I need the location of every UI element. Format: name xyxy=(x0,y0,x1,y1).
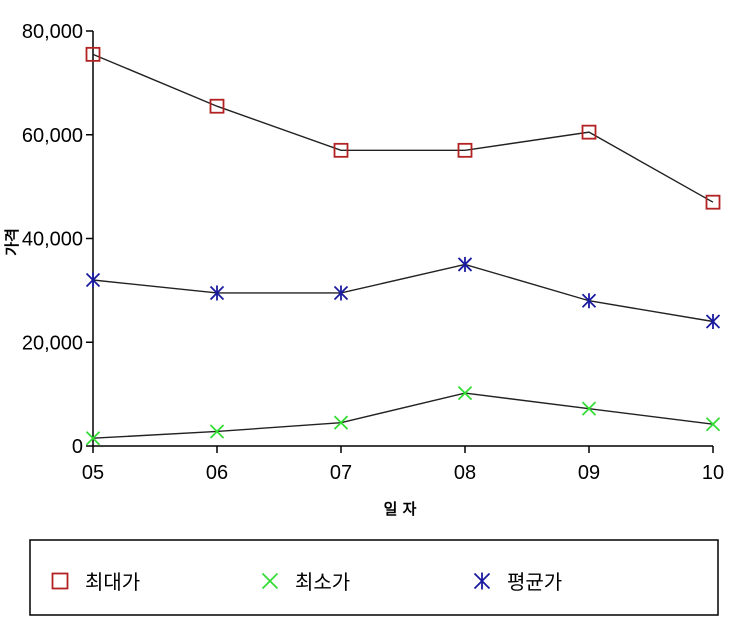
legend-frame xyxy=(29,539,719,616)
data-point xyxy=(457,142,473,158)
data-point xyxy=(705,314,721,329)
data-point-stroke xyxy=(85,431,101,446)
y-tick-label: 80,000 xyxy=(22,21,83,43)
plot-area: 0 20,000 40,000 60,000 80,000 05 06 07 08 09 10 xyxy=(22,21,724,484)
data-point xyxy=(581,293,597,309)
legend-items: 최대가 최소가 평균가 xyxy=(51,570,562,594)
y-tick-label: 20,000 xyxy=(22,332,83,354)
data-point-stroke xyxy=(85,272,101,288)
y-tick-label: 0 xyxy=(72,436,83,458)
legend-marker xyxy=(473,572,491,590)
series-3 xyxy=(85,256,721,329)
x-tick-label: 08 xyxy=(454,462,476,484)
data-point xyxy=(457,256,473,272)
series-line xyxy=(92,53,714,203)
x-ticks: 05 06 07 08 09 10 xyxy=(82,446,724,484)
legend-marker-stroke xyxy=(261,572,279,590)
legend-marker xyxy=(261,572,279,590)
data-point-stroke xyxy=(705,314,721,329)
legend-label: 최소가 xyxy=(295,570,350,594)
legend-label: 최대가 xyxy=(85,570,140,594)
legend-label: 평균가 xyxy=(507,570,562,594)
data-point-stroke xyxy=(209,285,225,301)
data-point-stroke xyxy=(209,424,225,439)
data-point xyxy=(209,98,225,114)
data-point xyxy=(457,385,473,401)
series-line xyxy=(92,263,714,323)
data-point xyxy=(85,46,101,62)
legend: 최대가 최소가 평균가 xyxy=(29,539,719,616)
data-point-stroke xyxy=(333,285,349,301)
legend-item-3: 평균가 xyxy=(473,570,562,594)
data-point-stroke xyxy=(581,401,597,416)
y-tick-label: 60,000 xyxy=(22,125,83,147)
series-1 xyxy=(85,46,721,210)
legend-marker-stroke xyxy=(473,572,491,590)
data-point xyxy=(333,415,349,430)
x-tick-label: 05 xyxy=(82,462,104,484)
data-point-stroke xyxy=(457,257,473,272)
data-point-stroke xyxy=(457,385,473,401)
y-tick-label: 40,000 xyxy=(22,229,83,251)
data-point xyxy=(581,124,597,140)
data-point xyxy=(333,142,349,158)
data-point xyxy=(85,431,101,446)
legend-item-1: 최대가 xyxy=(51,570,140,594)
series-2 xyxy=(85,385,721,446)
data-point xyxy=(85,272,101,288)
data-point xyxy=(209,424,225,439)
data-point xyxy=(333,285,349,301)
data-point-stroke xyxy=(705,417,721,432)
y-axis-title: 가격 xyxy=(3,228,21,256)
legend-marker xyxy=(51,572,69,590)
series-line xyxy=(92,392,714,439)
data-point xyxy=(581,401,597,416)
x-tick-label: 10 xyxy=(702,462,724,484)
legend-item-2: 최소가 xyxy=(261,570,350,594)
data-point xyxy=(209,285,225,301)
series-layer xyxy=(85,46,721,446)
data-point-stroke xyxy=(333,415,349,430)
x-tick-label: 06 xyxy=(206,462,228,484)
x-tick-label: 09 xyxy=(578,462,600,484)
data-point xyxy=(705,417,721,432)
data-point-stroke xyxy=(581,293,597,308)
y-ticks: 0 20,000 40,000 60,000 80,000 xyxy=(22,21,93,458)
data-point xyxy=(705,194,721,210)
x-tick-label: 07 xyxy=(330,462,352,484)
x-axis-title: 일 자 xyxy=(384,500,417,518)
